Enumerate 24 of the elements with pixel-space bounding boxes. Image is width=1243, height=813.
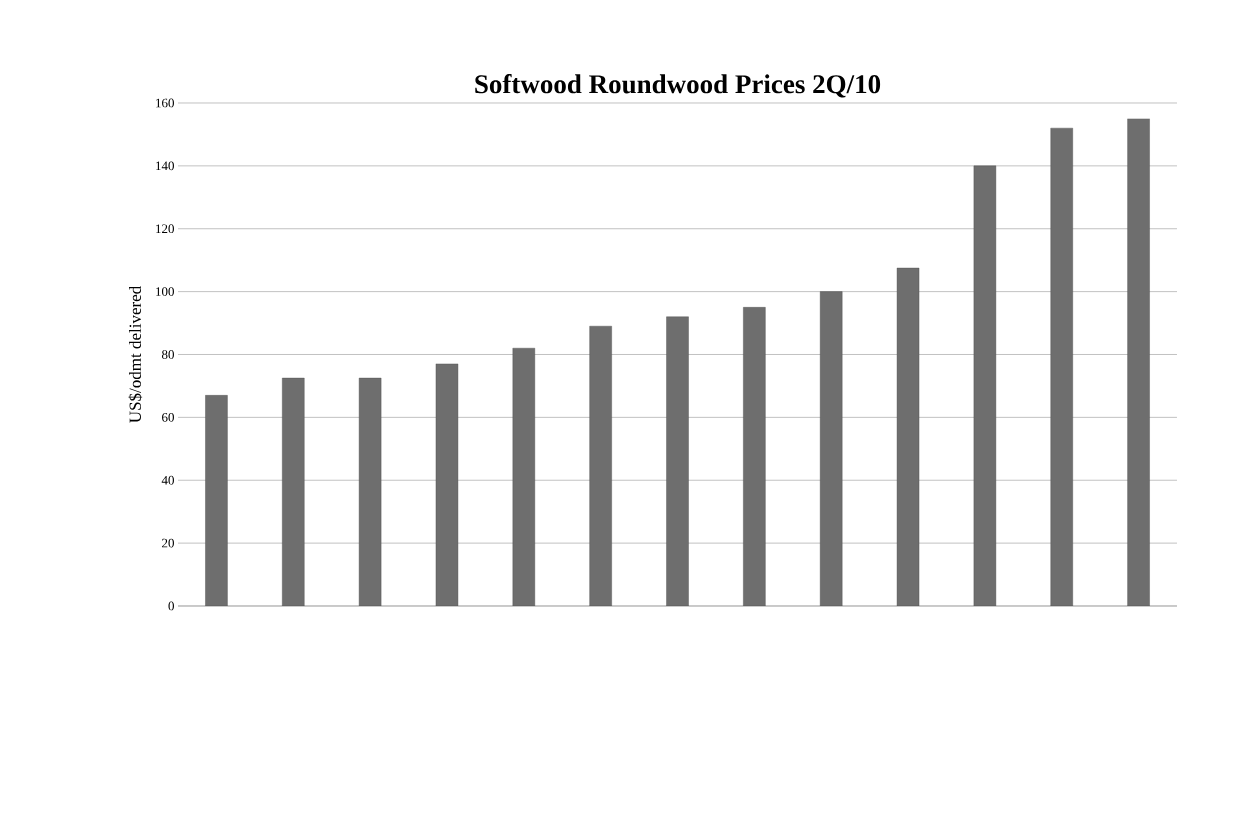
y-axis-title: US$/odmt delivered <box>128 285 143 423</box>
bar <box>666 316 689 606</box>
bar <box>973 165 997 606</box>
bar <box>820 291 843 606</box>
bar <box>1127 118 1150 606</box>
y-tick-label: 60 <box>162 412 174 422</box>
bar <box>512 348 536 606</box>
bar <box>589 325 612 606</box>
bar <box>358 377 382 606</box>
y-tick-label: 20 <box>162 538 174 548</box>
y-tick-label: 80 <box>161 350 174 359</box>
y-tick-label: 140 <box>156 161 174 171</box>
y-tick-label: 160 <box>156 98 174 108</box>
bar <box>1050 127 1073 606</box>
chart-title: Softwood Roundwood Prices 2Q/10 <box>475 74 881 98</box>
bar <box>205 395 228 606</box>
y-tick-label: 0 <box>168 601 174 611</box>
y-tick-label: 100 <box>156 287 174 296</box>
bar <box>435 363 459 606</box>
bar <box>896 267 920 606</box>
y-tick-label: 40 <box>161 475 174 485</box>
y-tick-label: 120 <box>156 224 174 234</box>
bar <box>743 307 766 606</box>
bar <box>282 377 305 606</box>
